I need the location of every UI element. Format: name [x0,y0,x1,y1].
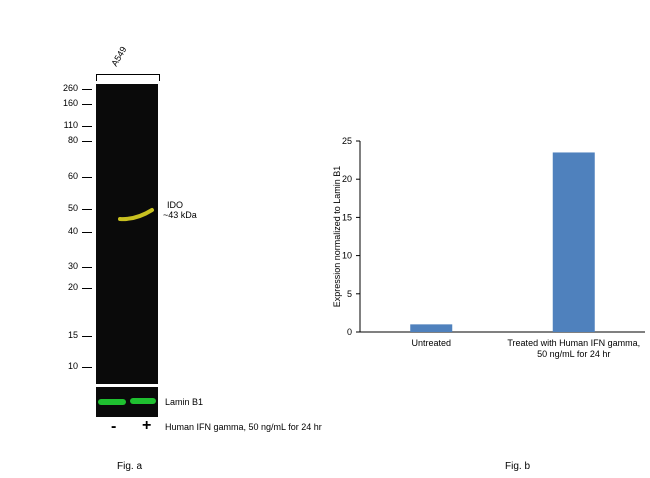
band-label: IDO [167,200,184,210]
bar-chart: 0 5 10 15 20 25 Expression normalized to Lamin… [332,136,645,359]
mw-marker-tick [82,177,92,178]
mw-marker-tick [82,288,92,289]
x-tick-label: Treated with Human IFN gamma, [507,338,640,348]
mw-marker-label: 50 [67,203,78,213]
y-tick-label: 20 [342,174,352,184]
mw-marker-label: 30 [67,261,78,271]
fig-a-caption: Fig. a [117,461,143,472]
y-tick-label: 15 [342,212,352,222]
band-size-label: ~43 kDa [163,210,197,220]
mw-marker-label: 20 [67,282,78,292]
lane-bracket [96,74,160,81]
x-tick-label: Untreated [411,338,451,348]
mw-marker-tick [82,126,92,127]
main-blot-panel [96,84,158,384]
mw-marker-tick [82,232,92,233]
mw-marker-tick [82,104,92,105]
bar [410,324,453,332]
mw-marker-label: 110 [63,120,78,130]
mw-marker-label: 260 [62,83,78,93]
loading-control-label: Lamin B1 [165,397,204,407]
y-tick-label: 25 [342,136,352,146]
ido-band [118,208,154,222]
lamin-band-lane-2 [130,398,156,404]
mw-marker-label: 10 [67,361,78,371]
treatment-label: Human IFN gamma, 50 ng/mL for 24 hr [165,422,322,432]
lamin-band-lane-1 [98,399,126,405]
mw-marker-tick [82,336,92,337]
mw-marker-tick [82,141,92,142]
mw-marker-tick [82,89,92,90]
mw-marker-tick [82,267,92,268]
y-axis-label: Expression normalized to Lamin B1 [332,166,342,308]
mw-marker-label: 60 [67,171,78,181]
mw-marker-label: 80 [67,135,78,145]
mw-marker-tick [82,367,92,368]
y-tick-label: 0 [347,327,352,337]
y-tick-label: 5 [347,289,352,299]
x-tick-label: 50 ng/mL for 24 hr [537,349,610,359]
cell-line-label: A549 [109,44,129,68]
mw-marker-label: 160 [62,98,78,108]
mw-marker-tick [82,209,92,210]
lane-plus-sign: + [142,417,152,434]
mw-marker-label: 15 [67,330,78,340]
fig-b-caption: Fig. b [505,461,531,472]
lane-minus-sign: - [111,418,117,435]
mw-marker-label: 40 [67,226,78,236]
bar [552,152,595,332]
y-tick-label: 10 [342,251,352,261]
